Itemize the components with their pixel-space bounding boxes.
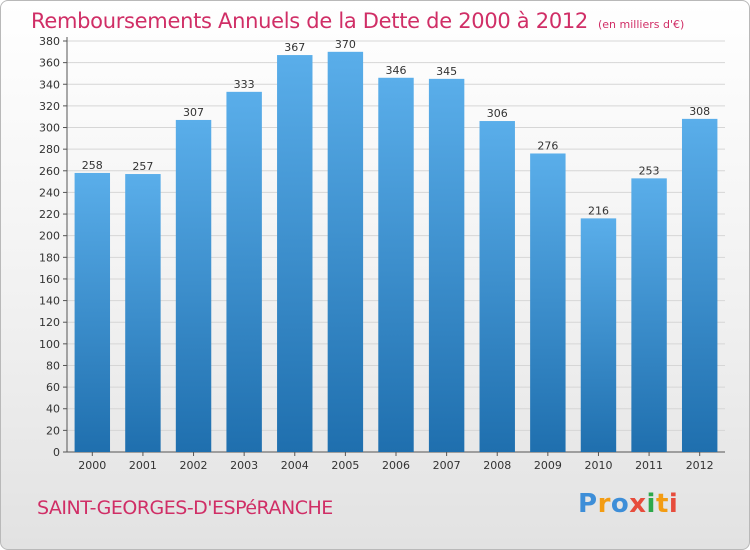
- bar: [378, 77, 414, 452]
- y-tick-label: 120: [39, 316, 60, 329]
- chart-title: Remboursements Annuels de la Dette de 20…: [31, 9, 684, 33]
- y-tick-label: 160: [39, 273, 60, 286]
- bar: [631, 178, 667, 452]
- x-tick-label: 2006: [382, 459, 410, 472]
- y-tick-label: 80: [46, 359, 60, 372]
- bar: [175, 119, 212, 452]
- y-tick-label: 0: [53, 446, 60, 459]
- logo-letter: o: [610, 489, 630, 519]
- logo-letter: x: [629, 489, 647, 519]
- y-tick-label: 320: [39, 100, 60, 113]
- y-tick-label: 60: [46, 381, 60, 394]
- y-tick-label: 380: [39, 35, 60, 48]
- y-tick-label: 20: [46, 424, 60, 437]
- y-tick-label: 360: [39, 57, 60, 70]
- bar: [327, 51, 364, 452]
- data-label: 346: [386, 64, 407, 77]
- y-tick-label: 180: [39, 251, 60, 264]
- data-labels: 258 257 307 333 367 370 346 345 306 276 216 253 308: [82, 38, 710, 218]
- x-tick-label: 2009: [534, 459, 562, 472]
- x-tick-label: 2002: [180, 459, 208, 472]
- x-tick-label: 2003: [230, 459, 258, 472]
- x-tick-label: 2011: [635, 459, 663, 472]
- bar: [74, 172, 111, 452]
- y-tick-label: 140: [39, 295, 60, 308]
- y-tick-label: 340: [39, 78, 60, 91]
- bar: [125, 174, 161, 452]
- bar: [226, 91, 262, 452]
- data-label: 253: [639, 164, 660, 177]
- data-label: 307: [183, 106, 204, 119]
- logo-letter: i: [668, 489, 679, 519]
- bar: [479, 121, 515, 453]
- bars: [74, 51, 718, 453]
- commune-name: SAINT-GEORGES-D'ESPéRANCHE: [37, 497, 333, 519]
- bar: [580, 218, 617, 452]
- chart-unit-label: (en milliers d'€): [598, 18, 685, 31]
- data-label: 306: [487, 107, 508, 120]
- y-tick-label: 220: [39, 208, 60, 221]
- data-label: 258: [82, 159, 103, 172]
- data-label: 308: [689, 105, 710, 118]
- data-label: 367: [284, 41, 305, 54]
- x-tick-label: 2012: [686, 459, 714, 472]
- x-tick-label: 2008: [483, 459, 511, 472]
- data-label: 333: [234, 78, 255, 91]
- logo-letter: P: [578, 489, 598, 519]
- y-tick-label: 200: [39, 230, 60, 243]
- y-tick-label: 240: [39, 186, 60, 199]
- y-tick-label: 280: [39, 143, 60, 156]
- data-label: 276: [537, 139, 558, 152]
- data-label: 216: [588, 204, 609, 217]
- x-tick-label: 2001: [129, 459, 157, 472]
- data-label: 257: [132, 160, 153, 173]
- bar: [428, 78, 465, 453]
- bar: [681, 118, 718, 452]
- data-label: 345: [436, 65, 457, 78]
- data-label: 370: [335, 38, 356, 51]
- x-tick-label: 2000: [78, 459, 106, 472]
- x-tick-label: 2010: [584, 459, 612, 472]
- x-tick-label: 2005: [331, 459, 359, 472]
- x-tick-label: 2007: [433, 459, 461, 472]
- y-tick-label: 300: [39, 122, 60, 135]
- bar: [277, 55, 313, 453]
- logo-letter: i: [646, 489, 656, 519]
- y-tick-label: 100: [39, 338, 60, 351]
- x-tick-label: 2004: [281, 459, 309, 472]
- bar: [530, 153, 566, 453]
- proxiti-logo: Proxiti: [578, 489, 678, 519]
- y-tick-label: 260: [39, 165, 60, 178]
- logo-letter: t: [655, 489, 669, 519]
- y-tick-label: 40: [46, 403, 60, 416]
- logo-letter: r: [597, 489, 611, 519]
- chart-title-text: Remboursements Annuels de la Dette de 20…: [31, 9, 588, 33]
